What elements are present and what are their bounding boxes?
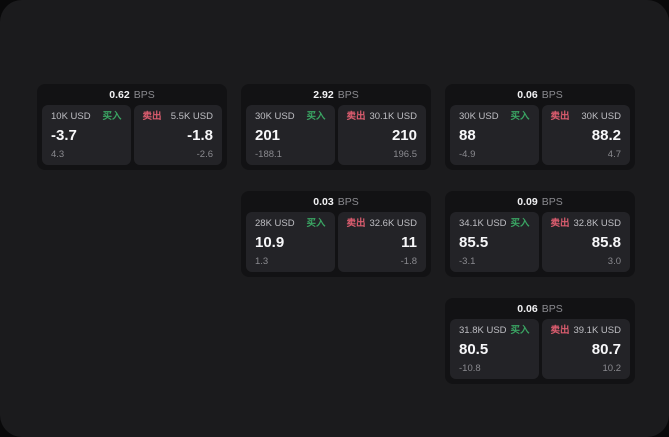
sell-amount: 32.8K USD (573, 218, 621, 229)
sell-label: 卖出 (550, 325, 570, 336)
sell-delta: 196.5 (393, 148, 417, 160)
quote-card: 0.09 BPS 34.1K USD 买入 85.5 -3.1 卖出 32.8K… (445, 191, 635, 277)
sell-price: 88.2 (591, 127, 621, 144)
sell-price: 80.7 (591, 341, 621, 358)
buy-panel[interactable]: 30K USD 买入 88 -4.9 (450, 105, 539, 165)
card-header: 2.92 BPS (246, 84, 426, 105)
buy-delta: 4.3 (51, 148, 65, 160)
sell-amount: 32.6K USD (369, 218, 417, 229)
card-header: 0.62 BPS (42, 84, 222, 105)
quote-card: 0.62 BPS 10K USD 买入 -3.7 4.3 卖出 5.5K USD… (37, 84, 227, 170)
bps-value: 0.06 (517, 88, 538, 101)
buy-label: 买入 (306, 111, 326, 122)
sell-amount: 30K USD (581, 111, 621, 122)
sell-price: 85.8 (591, 234, 621, 251)
bps-unit-label: BPS (133, 88, 155, 101)
bps-unit-label: BPS (541, 195, 563, 208)
buy-amount: 30K USD (459, 111, 499, 122)
buy-label: 买入 (510, 111, 530, 122)
quote-panels: 31.8K USD 买入 80.5 -10.8 卖出 39.1K USD 80.… (450, 319, 630, 379)
bps-unit-label: BPS (541, 88, 563, 101)
sell-label: 卖出 (550, 218, 570, 229)
buy-price: 80.5 (459, 341, 489, 358)
sell-panel[interactable]: 卖出 30K USD 88.2 4.7 (541, 105, 630, 165)
sell-delta: 4.7 (607, 148, 621, 160)
sell-panel[interactable]: 卖出 39.1K USD 80.7 10.2 (541, 319, 630, 379)
quote-panels: 28K USD 买入 10.9 1.3 卖出 32.6K USD 11 -1.8 (246, 212, 426, 272)
buy-label: 买入 (102, 111, 122, 122)
sell-panel[interactable]: 卖出 30.1K USD 210 196.5 (337, 105, 426, 165)
buy-label: 买入 (510, 218, 530, 229)
buy-amount: 10K USD (51, 111, 91, 122)
buy-price: 201 (255, 127, 281, 144)
sell-delta: -1.8 (400, 255, 417, 267)
buy-delta: 1.3 (255, 255, 269, 267)
buy-amount: 34.1K USD (459, 218, 507, 229)
quote-card: 0.03 BPS 28K USD 买入 10.9 1.3 卖出 32.6K US… (241, 191, 431, 277)
buy-delta: -4.9 (459, 148, 476, 160)
sell-label: 卖出 (550, 111, 570, 122)
quote-card: 2.92 BPS 30K USD 买入 201 -188.1 卖出 30.1K … (241, 84, 431, 170)
buy-delta: -188.1 (255, 148, 282, 160)
buy-price: -3.7 (51, 127, 77, 144)
buy-label: 买入 (306, 218, 326, 229)
buy-amount: 28K USD (255, 218, 295, 229)
buy-price: 10.9 (255, 234, 285, 251)
sell-panel[interactable]: 卖出 5.5K USD -1.8 -2.6 (133, 105, 222, 165)
buy-panel[interactable]: 28K USD 买入 10.9 1.3 (246, 212, 335, 272)
quote-panels: 10K USD 买入 -3.7 4.3 卖出 5.5K USD -1.8 -2.… (42, 105, 222, 165)
sell-label: 卖出 (346, 218, 366, 229)
quote-card: 0.06 BPS 30K USD 买入 88 -4.9 卖出 30K USD 8… (445, 84, 635, 170)
bps-value: 0.03 (313, 195, 334, 208)
quote-card: 0.06 BPS 31.8K USD 买入 80.5 -10.8 卖出 39.1… (445, 298, 635, 384)
sell-label: 卖出 (346, 111, 366, 122)
sell-amount: 30.1K USD (369, 111, 417, 122)
bps-value: 0.06 (517, 302, 538, 315)
quote-panels: 30K USD 买入 88 -4.9 卖出 30K USD 88.2 4.7 (450, 105, 630, 165)
bps-unit-label: BPS (337, 195, 359, 208)
buy-delta: -3.1 (459, 255, 476, 267)
buy-panel[interactable]: 10K USD 买入 -3.7 4.3 (42, 105, 131, 165)
bps-unit-label: BPS (337, 88, 359, 101)
sell-price: 11 (401, 234, 417, 251)
bps-unit-label: BPS (541, 302, 563, 315)
buy-amount: 30K USD (255, 111, 295, 122)
sell-label: 卖出 (142, 111, 162, 122)
quote-panels: 30K USD 买入 201 -188.1 卖出 30.1K USD 210 1… (246, 105, 426, 165)
sell-delta: 3.0 (607, 255, 621, 267)
card-header: 0.09 BPS (450, 191, 630, 212)
card-header: 0.06 BPS (450, 84, 630, 105)
bps-value: 0.62 (109, 88, 130, 101)
sell-price: 210 (391, 127, 417, 144)
card-header: 0.06 BPS (450, 298, 630, 319)
bps-value: 2.92 (313, 88, 334, 101)
buy-price: 88 (459, 127, 476, 144)
card-header: 0.03 BPS (246, 191, 426, 212)
buy-panel[interactable]: 31.8K USD 买入 80.5 -10.8 (450, 319, 539, 379)
bps-value: 0.09 (517, 195, 538, 208)
sell-panel[interactable]: 卖出 32.8K USD 85.8 3.0 (541, 212, 630, 272)
buy-price: 85.5 (459, 234, 489, 251)
sell-amount: 39.1K USD (573, 325, 621, 336)
sell-panel[interactable]: 卖出 32.6K USD 11 -1.8 (337, 212, 426, 272)
sell-delta: 10.2 (602, 362, 622, 374)
buy-label: 买入 (510, 325, 530, 336)
sell-delta: -2.6 (196, 148, 213, 160)
sell-amount: 5.5K USD (170, 111, 213, 122)
buy-delta: -10.8 (459, 362, 481, 374)
buy-panel[interactable]: 30K USD 买入 201 -188.1 (246, 105, 335, 165)
sell-price: -1.8 (187, 127, 213, 144)
buy-panel[interactable]: 34.1K USD 买入 85.5 -3.1 (450, 212, 539, 272)
buy-amount: 31.8K USD (459, 325, 507, 336)
cards-grid: 0.62 BPS 10K USD 买入 -3.7 4.3 卖出 5.5K USD… (37, 84, 635, 384)
quote-panels: 34.1K USD 买入 85.5 -3.1 卖出 32.8K USD 85.8… (450, 212, 630, 272)
